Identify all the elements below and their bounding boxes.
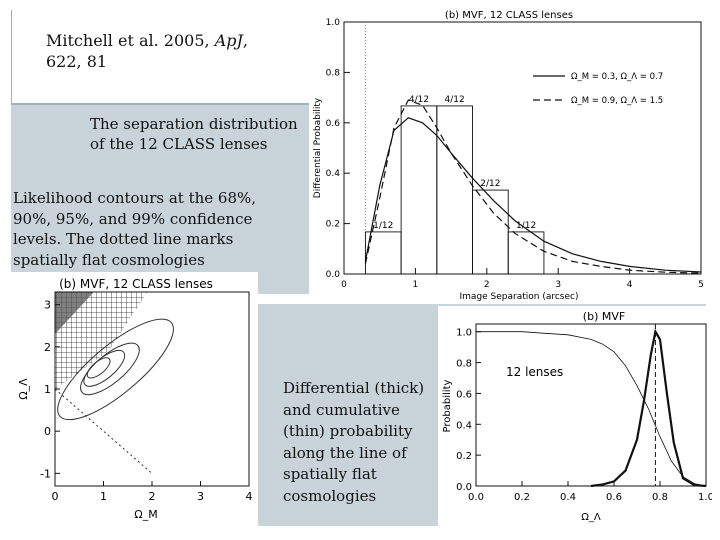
histogram-bar <box>472 189 509 275</box>
caption-line: Differential (thick) <box>283 379 425 397</box>
y-tick-label: 0.0 <box>326 270 341 280</box>
chart-annotation: 12 lenses <box>506 365 563 379</box>
no-big-bang-region <box>55 292 94 335</box>
caption-line: of the 12 CLASS lenses <box>90 135 268 153</box>
series-line-solid <box>364 117 702 273</box>
separation-chart: (b) MVF, 12 CLASS lenses 0 1 2 3 4 5 0.0 0.2 0.4 0… <box>313 10 704 302</box>
y-tick-label: 0.4 <box>456 420 472 431</box>
y-tick-label: 0.8 <box>326 68 341 78</box>
header-divider <box>11 103 309 105</box>
series-line-thick <box>590 328 707 488</box>
chart-title: (b) MVF, 12 CLASS lenses <box>445 10 573 21</box>
x-tick-label: 5 <box>698 280 704 290</box>
x-tick-label: 0 <box>52 490 59 503</box>
x-tick-label: 1.0 <box>698 492 712 503</box>
bar-label: 4/12 <box>409 95 429 105</box>
x-tick-label: 3 <box>197 490 204 503</box>
x-axis-label: Ω_Λ <box>581 512 601 523</box>
x-tick-label: 4 <box>246 490 253 503</box>
x-tick-label: 0.8 <box>652 492 668 503</box>
y-axis-label: Probability <box>442 379 453 432</box>
caption-separation: The separation distribution of the 12 CL… <box>90 114 298 154</box>
y-tick-label: 0.8 <box>456 359 472 370</box>
x-tick-label: 0.0 <box>468 492 484 503</box>
excluded-region <box>55 292 148 389</box>
chart-title: (b) MVF, 12 CLASS lenses <box>59 277 213 291</box>
x-tick-label: 0 <box>341 280 347 290</box>
y-axis-label: Differential Probability <box>313 97 323 198</box>
y-tick-label: 1 <box>44 383 51 396</box>
x-tick-label: 2 <box>484 280 490 290</box>
y-tick-label: 0.6 <box>456 389 472 400</box>
left-panel-upper <box>11 104 309 294</box>
series-line-dashed <box>364 99 702 274</box>
y-tick-label: 0 <box>44 425 51 438</box>
bar-label: 2/12 <box>480 179 500 189</box>
confidence-contour <box>57 318 174 421</box>
figure-separation: (b) MVF, 12 CLASS lenses 0 1 2 3 4 5 0.0 0.2 0.4 0… <box>309 2 712 302</box>
caption-line: Likelihood contours at the 68%, <box>13 189 257 207</box>
bar-label: 1/12 <box>516 221 536 231</box>
probability-chart: (b) MVF 0.0 0.2 0.4 0.6 0.8 1.0 0.0 0.2 0.4 0.6 0.8… <box>442 310 712 523</box>
y-tick-label: 2 <box>44 341 51 354</box>
citation-volume: 622, 81 <box>46 52 108 71</box>
y-tick-label: 0.4 <box>326 169 341 179</box>
y-tick-label: 0.2 <box>326 220 340 230</box>
caption-line: along the line of <box>283 443 407 462</box>
figure-contours: (b) MVF, 12 CLASS lenses 0 1 2 3 4 -1 0 1 2 3 Ω_M Ω_… <box>11 272 258 526</box>
y-tick-label: 1.0 <box>326 18 341 28</box>
y-tick-label: 0.2 <box>456 451 472 462</box>
figure-probability: (b) MVF 0.0 0.2 0.4 0.6 0.8 1.0 0.0 0.2 0.4 0.6 0.8… <box>438 306 712 528</box>
series-line-thin <box>476 331 707 487</box>
confidence-contour <box>80 342 140 396</box>
x-axis-label: Image Separation (arcsec) <box>459 292 578 302</box>
caption-line: (thin) probability <box>283 422 413 440</box>
bar-label: 1/12 <box>373 221 393 231</box>
citation-comma: , <box>242 31 248 50</box>
x-axis-label: Ω_M <box>134 508 157 521</box>
chart-title: (b) MVF <box>583 310 625 323</box>
caption-line: spatially flat cosmologies <box>13 250 205 269</box>
y-tick-label: 0.6 <box>326 119 341 129</box>
citation: Mitchell et al. 2005, ApJ, 622, 81 <box>46 30 248 72</box>
histogram-bar <box>436 105 473 275</box>
x-tick-label: 3 <box>555 280 561 290</box>
x-tick-label: 0.2 <box>514 492 530 503</box>
flat-cosmology-line <box>54 388 153 474</box>
x-tick-label: 2 <box>149 490 156 503</box>
legend-entry: Ω_M = 0.9, Ω_Λ = 1.5 <box>571 96 663 106</box>
caption-line: The separation distribution <box>90 115 298 133</box>
y-tick-label: 0.0 <box>456 482 472 493</box>
histogram-bar <box>507 231 545 275</box>
bar-label: 4/12 <box>445 95 465 105</box>
x-tick-label: 1 <box>413 280 419 290</box>
citation-journal: ApJ <box>214 31 243 50</box>
caption-likelihood: Likelihood contours at the 68%, 90%, 95%… <box>13 188 256 270</box>
caption-line: levels. The dotted line marks <box>13 230 234 248</box>
plot-frame <box>343 21 702 275</box>
caption-line: and cumulative <box>283 400 400 419</box>
y-tick-label: 1.0 <box>456 328 472 339</box>
x-tick-label: 1 <box>100 490 107 503</box>
caption-line: spatially flat <box>283 465 377 483</box>
left-rule <box>11 10 12 105</box>
x-tick-label: 4 <box>627 280 633 290</box>
y-tick-label: -1 <box>40 467 51 480</box>
y-axis-label: Ω_Λ <box>17 378 30 400</box>
caption-probability: Differential (thick) and cumulative (thi… <box>283 378 424 507</box>
citation-authors: Mitchell et al. 2005, <box>46 31 215 50</box>
legend-entry: Ω_M = 0.3, Ω_Λ = 0.7 <box>571 72 663 82</box>
x-tick-label: 0.4 <box>560 492 576 503</box>
caption-line: cosmologies <box>283 486 377 505</box>
y-tick-label: 3 <box>44 299 51 312</box>
caption-line: 90%, 95%, and 99% confidence <box>13 209 253 228</box>
x-tick-label: 0.6 <box>606 492 622 503</box>
